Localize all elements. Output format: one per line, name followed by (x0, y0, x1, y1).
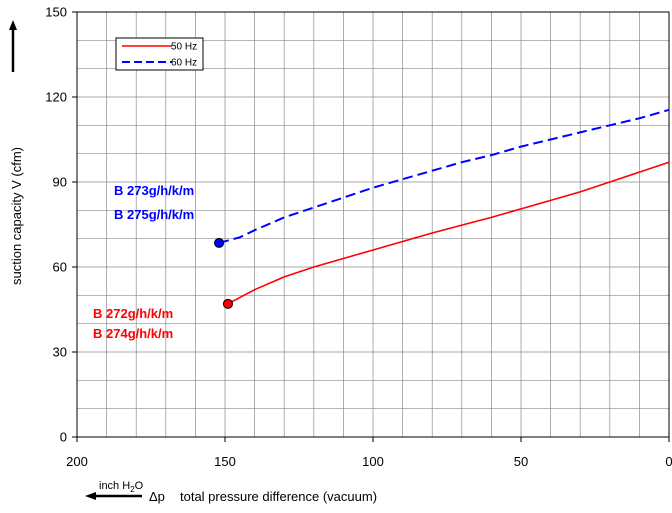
y-tick-label: 90 (53, 175, 67, 190)
grid-lines (76, 11, 670, 438)
series-line-60hz (218, 108, 670, 244)
series-line-50hz (227, 161, 670, 305)
x-axis-label: total pressure difference (vacuum) (180, 489, 377, 504)
annotation-b273: B 273g/h/k/m (114, 183, 194, 198)
x-tick-label: 150 (214, 454, 236, 469)
x-tick-label: 50 (514, 454, 528, 469)
series-group (214, 108, 670, 309)
y-axis-arrow-icon (9, 20, 17, 30)
legend-box (115, 37, 204, 71)
x-axis-arrow-icon (85, 492, 96, 500)
y-tick-label: 60 (53, 260, 67, 275)
x-tick-label: 200 (66, 454, 88, 469)
annotation-b275: B 275g/h/k/m (114, 207, 194, 222)
annotation-b274: B 274g/h/k/m (93, 326, 173, 341)
legend-label-50hz: 50 Hz (171, 42, 197, 53)
x-axis-symbol: Δp (149, 489, 165, 504)
y-tick-label: 120 (45, 90, 67, 105)
legend-label-60hz: 60 Hz (171, 58, 197, 69)
x-axis-unit: inch H2O (99, 480, 144, 494)
x-tick-label: 0 (665, 454, 672, 469)
annotation-b272: B 272g/h/k/m (93, 306, 173, 321)
y-tick-label: 150 (45, 5, 67, 20)
x-tick-labels: 200 150 100 50 0 (66, 437, 672, 469)
x-tick-label: 100 (362, 454, 384, 469)
legend: 50 Hz 60 Hz (115, 37, 204, 71)
series-start-marker-60hz (214, 237, 225, 248)
y-axis-label: suction capacity V (cfm) (9, 147, 24, 285)
y-tick-label: 30 (53, 345, 67, 360)
y-tick-label: 0 (60, 430, 67, 445)
y-tick-labels: 0 30 60 90 120 150 (45, 5, 77, 445)
series-start-marker-50hz (222, 298, 233, 309)
